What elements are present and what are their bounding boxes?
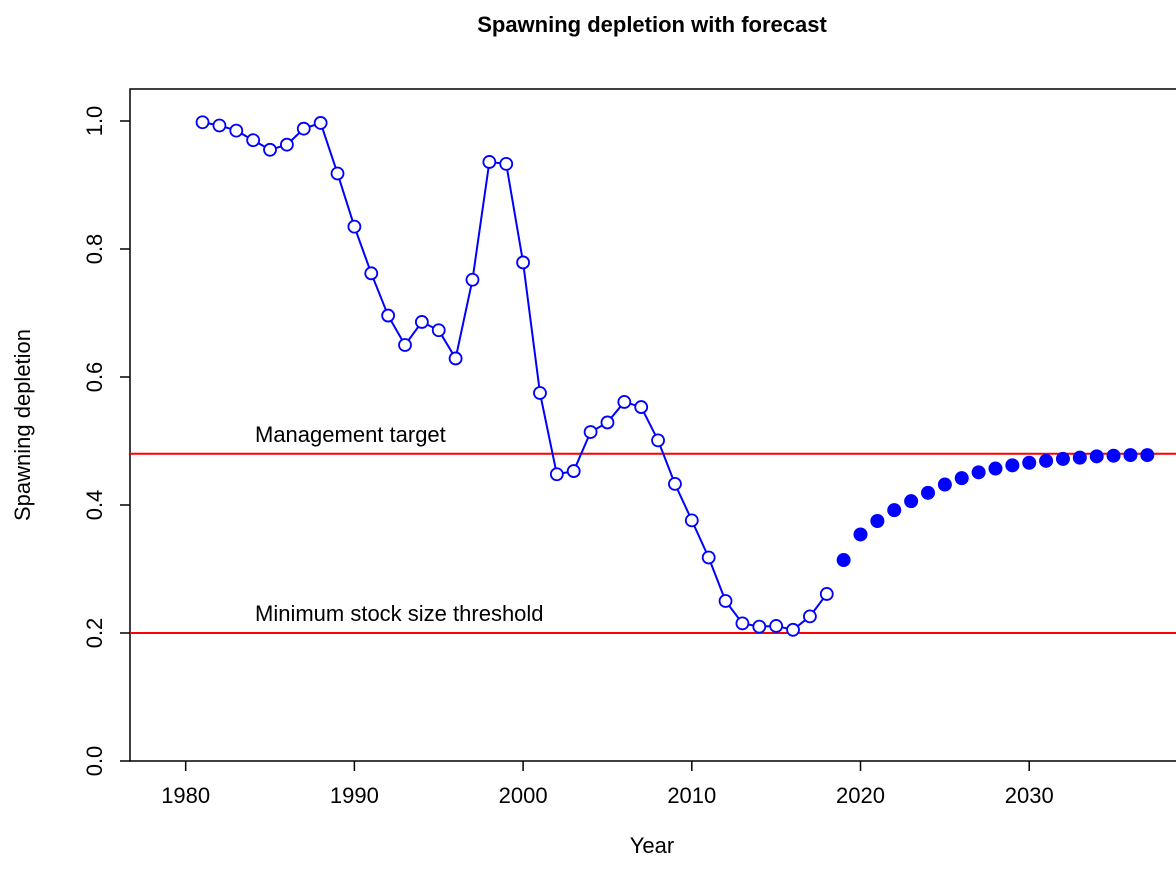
- data-point: [769, 619, 784, 633]
- data-point: [263, 142, 277, 157]
- data-point: [836, 553, 851, 568]
- data-point: [229, 123, 244, 138]
- reference-label: Management target: [255, 422, 446, 447]
- data-point: [1039, 453, 1054, 468]
- y-tick-label: 0.6: [82, 362, 107, 393]
- data-point: [482, 155, 497, 169]
- data-point: [296, 121, 311, 136]
- data-point: [735, 616, 750, 631]
- x-tick-label: 1980: [161, 783, 210, 808]
- data-point: [718, 594, 733, 608]
- data-point: [431, 323, 446, 338]
- data-point: [549, 467, 564, 482]
- data-point: [583, 425, 598, 439]
- y-tick-label: 1.0: [82, 106, 107, 137]
- data-point: [1022, 455, 1037, 470]
- data-point: [212, 118, 227, 133]
- data-point: [668, 476, 682, 491]
- x-axis-title: Year: [630, 833, 674, 858]
- data-point: [1005, 458, 1020, 473]
- series-line: [202, 121, 828, 631]
- reference-label: Minimum stock size threshold: [255, 601, 544, 626]
- data-point: [347, 219, 362, 234]
- data-point: [701, 550, 716, 565]
- data-point: [516, 255, 530, 270]
- data-point: [414, 315, 429, 329]
- data-point: [904, 494, 919, 509]
- data-point: [381, 308, 396, 323]
- data-point: [954, 471, 969, 486]
- data-point: [617, 395, 632, 409]
- y-axis-title: Spawning depletion: [10, 329, 35, 521]
- data-point: [1123, 448, 1138, 463]
- x-tick-label: 1990: [330, 783, 379, 808]
- data-point: [988, 461, 1003, 476]
- x-tick-label: 2020: [836, 783, 885, 808]
- data-point: [651, 433, 665, 448]
- data-point: [313, 116, 328, 130]
- data-point: [465, 272, 480, 287]
- data-point: [279, 137, 294, 152]
- data-point: [803, 609, 817, 624]
- data-point: [398, 338, 412, 352]
- plot-frame: [129, 88, 1176, 762]
- data-point: [330, 166, 345, 181]
- x-tick-label: 2030: [1005, 783, 1054, 808]
- data-point: [195, 115, 210, 130]
- data-point: [819, 587, 834, 601]
- data-point: [786, 622, 800, 637]
- data-point: [600, 415, 615, 430]
- data-point: [566, 464, 581, 478]
- data-point: [870, 514, 885, 528]
- data-point: [1055, 451, 1070, 466]
- y-tick-label: 0.0: [82, 746, 107, 777]
- data-point: [1072, 450, 1087, 465]
- data-point: [1089, 449, 1104, 464]
- data-point: [853, 527, 868, 542]
- x-tick-label: 2010: [667, 783, 716, 808]
- y-tick-label: 0.8: [82, 234, 107, 265]
- data-point: [971, 465, 986, 480]
- x-tick-label: 2000: [499, 783, 548, 808]
- data-point: [920, 485, 935, 500]
- data-point: [752, 619, 767, 634]
- data-point: [364, 266, 379, 281]
- data-point: [448, 351, 463, 366]
- data-point: [1106, 448, 1121, 463]
- chart-title: Spawning depletion with forecast: [477, 12, 827, 37]
- data-point: [533, 386, 547, 400]
- data-point: [684, 513, 699, 528]
- data-point: [246, 133, 261, 148]
- data-point: [499, 156, 514, 171]
- y-tick-label: 0.2: [82, 618, 107, 649]
- data-point: [937, 477, 952, 492]
- data-point: [1140, 448, 1155, 463]
- data-point: [634, 400, 649, 414]
- data-point: [887, 503, 902, 518]
- y-tick-label: 0.4: [82, 490, 107, 521]
